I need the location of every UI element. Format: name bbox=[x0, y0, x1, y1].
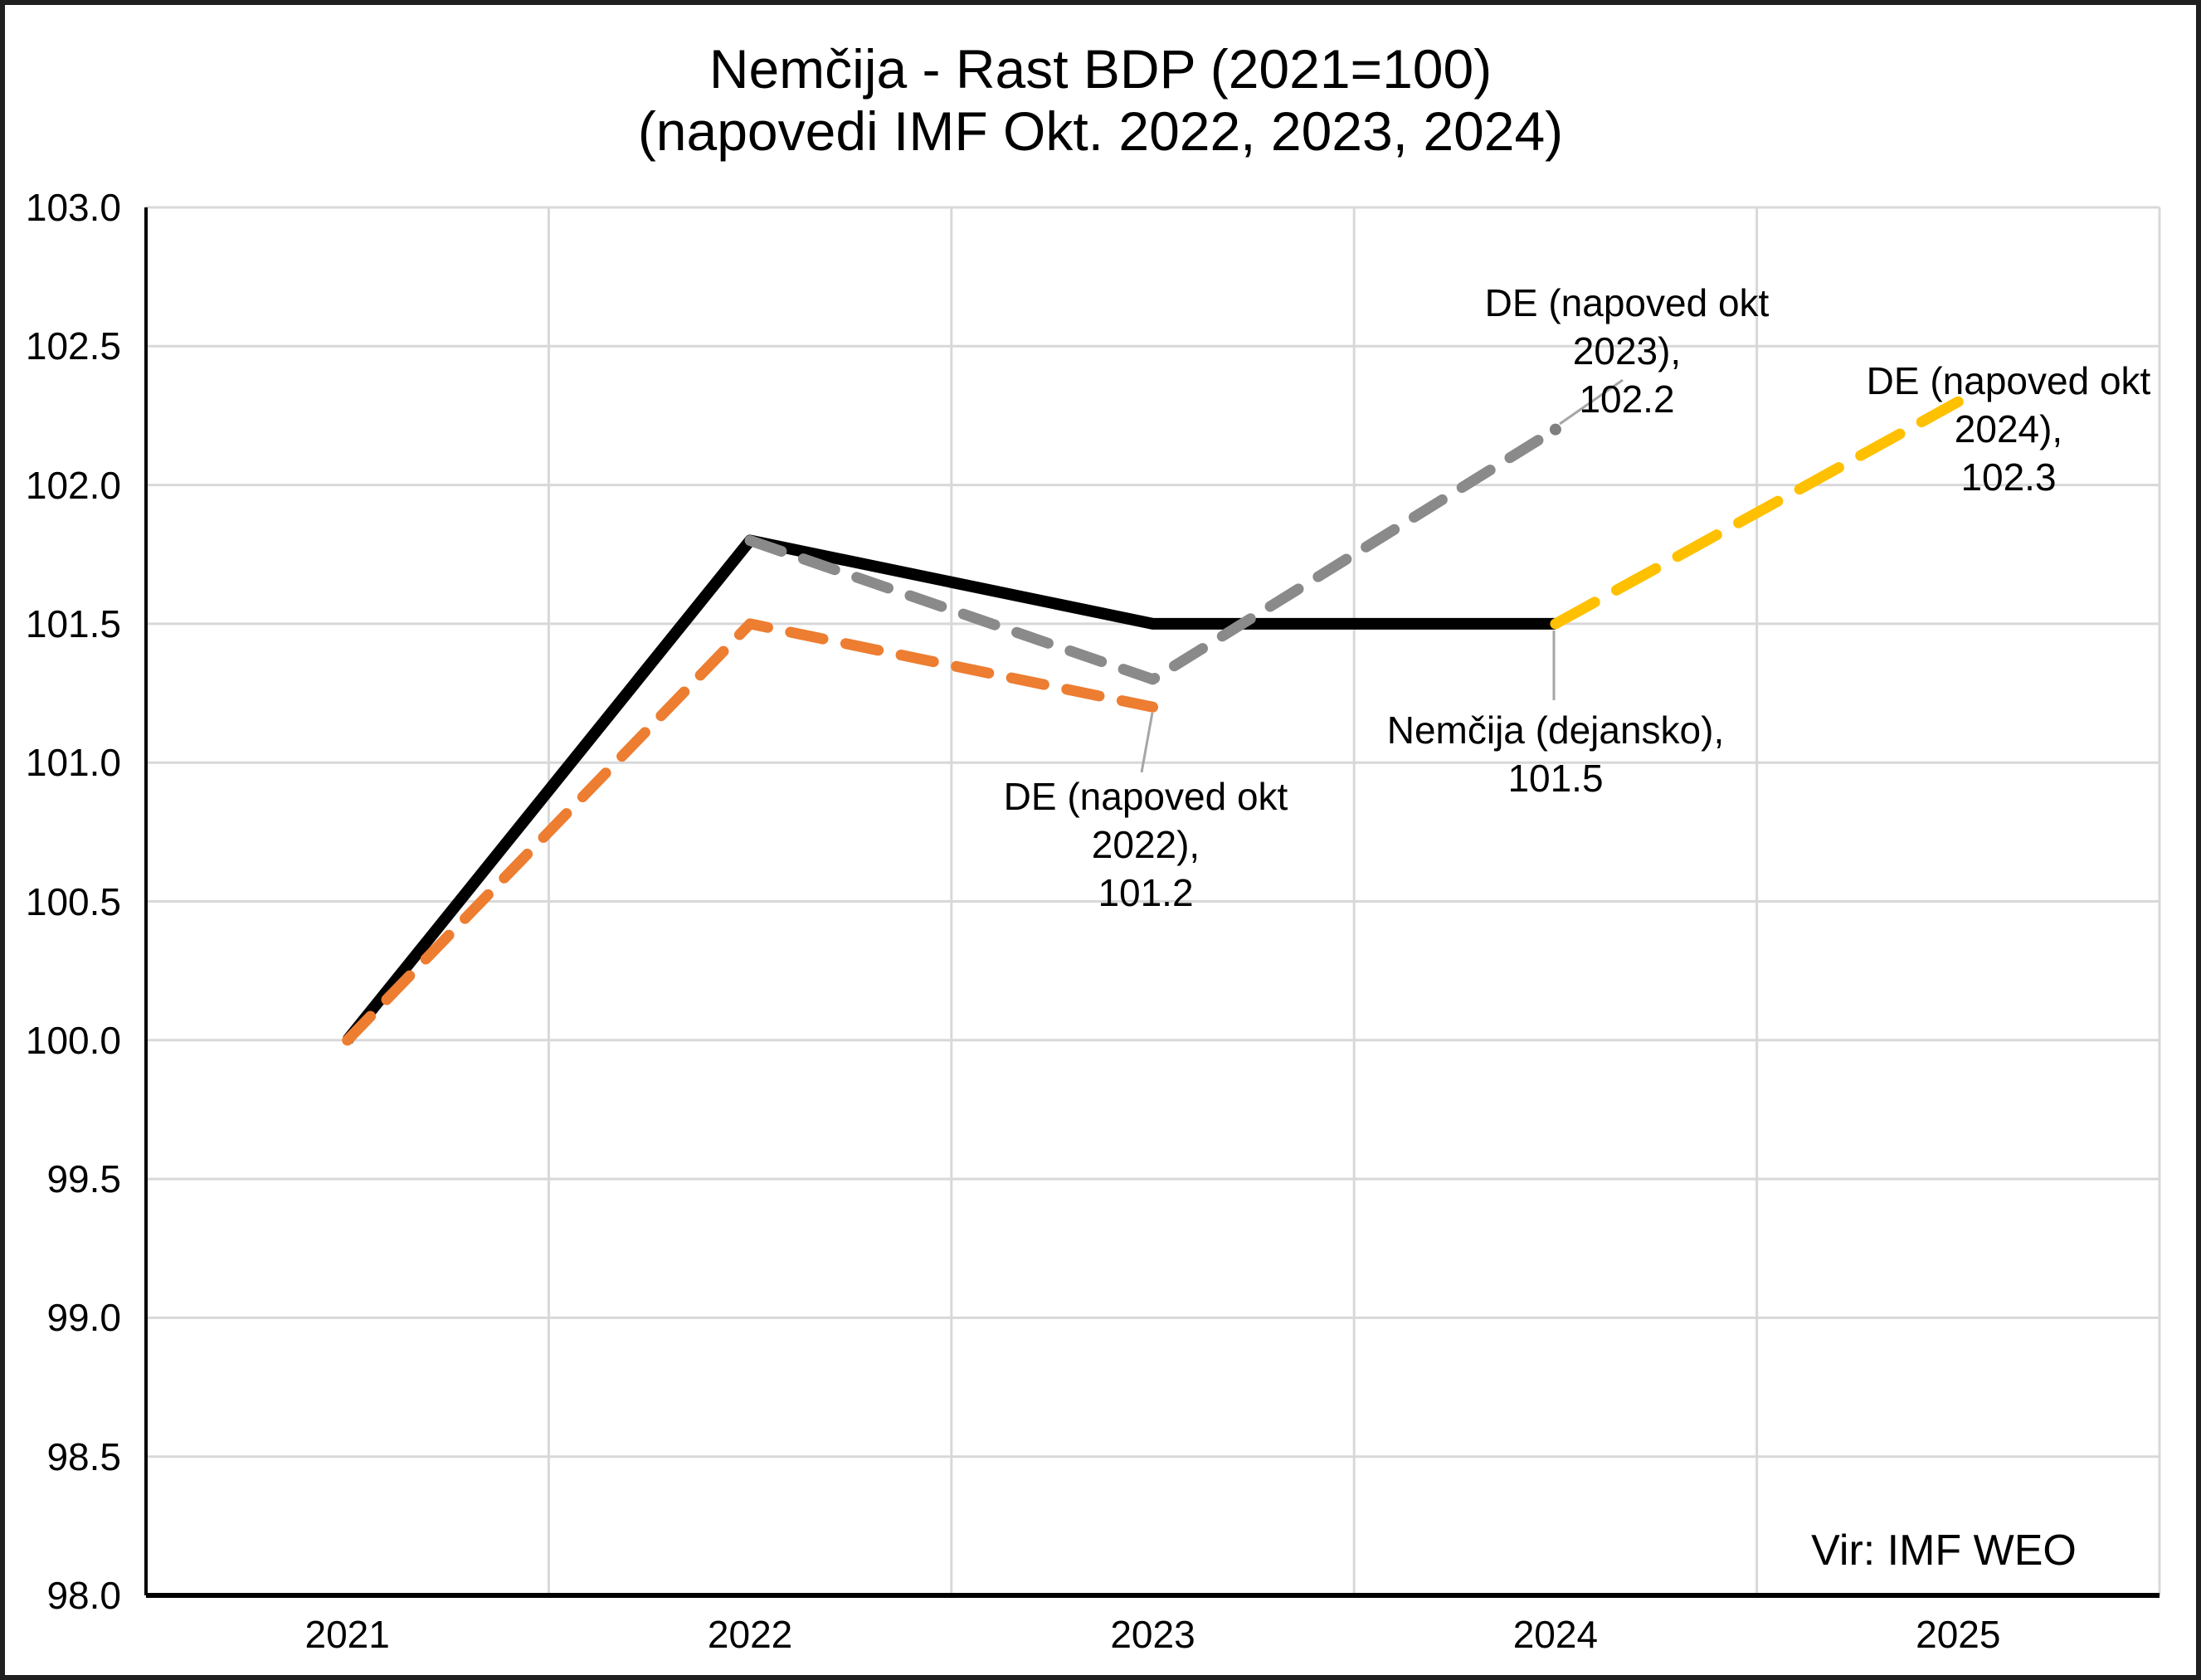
x-tick-label: 2023 bbox=[1110, 1613, 1195, 1656]
y-tick-label: 100.5 bbox=[25, 879, 121, 923]
annotation-actual: Nemčija (dejansko), 101.5 bbox=[1344, 706, 1767, 802]
x-tick-label: 2022 bbox=[707, 1613, 793, 1656]
x-tick-label: 2021 bbox=[304, 1613, 390, 1656]
plot-area bbox=[144, 206, 2161, 1598]
annotation-forecast-okt-2023: DE (napoved okt 2023), 102.2 bbox=[1430, 279, 1824, 423]
annotation-value: 102.3 bbox=[1960, 455, 2057, 499]
series-line-0 bbox=[343, 534, 1556, 1045]
source-note: Vir: IMF WEO bbox=[1811, 1527, 2077, 1575]
chart-title: Nemčija - Rast BDP (2021=100) (napovedi … bbox=[5, 38, 2196, 163]
y-tick-label: 103.0 bbox=[25, 186, 121, 229]
y-tick-label: 100.0 bbox=[25, 1018, 121, 1062]
y-tick-label: 99.0 bbox=[46, 1296, 121, 1340]
y-tick-label: 102.5 bbox=[25, 324, 121, 368]
annotation-line: DE (napoved okt 2023), bbox=[1484, 281, 1770, 373]
annotation-forecast-okt-2024: DE (napoved okt 2024), 102.3 bbox=[1814, 357, 2196, 501]
chart-title-line2: (napovedi IMF Okt. 2022, 2023, 2024) bbox=[637, 100, 1564, 162]
x-tick-label: 2025 bbox=[1916, 1613, 2001, 1656]
annotation-leader-line bbox=[1140, 712, 1154, 773]
annotation-leader-line bbox=[1559, 378, 1624, 426]
y-tick-label: 101.0 bbox=[25, 741, 121, 785]
series-end-marker bbox=[1549, 423, 1561, 436]
y-tick-label: 102.0 bbox=[25, 463, 121, 507]
series-line-1 bbox=[342, 618, 1158, 1046]
series-line-3 bbox=[1550, 396, 1964, 630]
y-tick-label: 101.5 bbox=[25, 601, 121, 645]
annotation-forecast-okt-2022: DE (napoved okt 2022), 101.2 bbox=[962, 772, 1330, 917]
chart-title-line1: Nemčija - Rast BDP (2021=100) bbox=[709, 38, 1492, 100]
annotation-value: 101.2 bbox=[1098, 871, 1194, 914]
annotation-line: DE (napoved okt 2022), bbox=[1003, 775, 1288, 866]
annotation-value: 102.2 bbox=[1579, 377, 1675, 421]
y-tick-label: 99.5 bbox=[46, 1157, 121, 1201]
x-tick-label: 2024 bbox=[1512, 1613, 1599, 1656]
y-tick-label: 98.5 bbox=[46, 1434, 121, 1478]
annotation-line: DE (napoved okt 2024), bbox=[1866, 359, 2151, 450]
y-tick-label: 98.0 bbox=[46, 1574, 121, 1617]
annotation-line: Nemčija (dejansko), 101.5 bbox=[1386, 709, 1725, 800]
series-line-2 bbox=[744, 424, 1561, 685]
